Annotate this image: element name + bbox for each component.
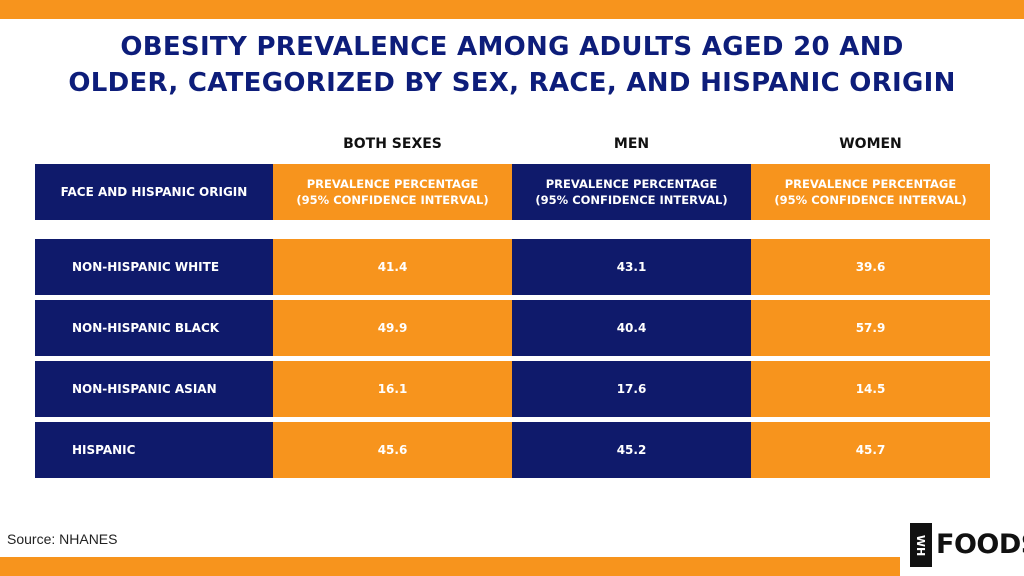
header-cell-line: (95% CONFIDENCE INTERVAL) — [774, 193, 967, 207]
whfoods-logo: WH FOODS — [910, 523, 1024, 567]
header-cell-prevalence: PREVALENCE PERCENTAGE (95% CONFIDENCE INT… — [751, 164, 990, 220]
data-cell: 57.9 — [751, 300, 990, 356]
row-label: NON-HISPANIC BLACK — [35, 300, 273, 356]
row-label: NON-HISPANIC ASIAN — [35, 361, 273, 417]
data-cell: 43.1 — [512, 239, 751, 295]
header-cell-origin: FACE AND HISPANIC ORIGIN — [35, 164, 273, 220]
title-line-1: OBESITY PREVALENCE AMONG ADULTS AGED 20 … — [120, 32, 904, 62]
row-label: NON-HISPANIC WHITE — [35, 239, 273, 295]
data-cell: 45.6 — [273, 422, 512, 478]
header-cell-prevalence: PREVALENCE PERCENTAGE (95% CONFIDENCE INT… — [512, 164, 751, 220]
title-line-2: OLDER, CATEGORIZED BY SEX, RACE, AND HIS… — [68, 68, 956, 98]
data-cell: 45.7 — [751, 422, 990, 478]
header-cell-line: PREVALENCE PERCENTAGE — [784, 177, 957, 191]
data-cell: 14.5 — [751, 361, 990, 417]
header-cell-line: (95% CONFIDENCE INTERVAL) — [296, 193, 489, 207]
column-header-women: WOMEN — [839, 136, 902, 152]
data-cell: 45.2 — [512, 422, 751, 478]
data-cell: 16.1 — [273, 361, 512, 417]
bottom-accent-bar — [0, 557, 900, 576]
header-cell-prevalence: PREVALENCE PERCENTAGE (95% CONFIDENCE INT… — [273, 164, 512, 220]
data-cell: 39.6 — [751, 239, 990, 295]
data-cell: 17.6 — [512, 361, 751, 417]
data-cell: 41.4 — [273, 239, 512, 295]
column-header-both-sexes: BOTH SEXES — [343, 136, 442, 152]
page-title: OBESITY PREVALENCE AMONG ADULTS AGED 20 … — [0, 29, 1024, 101]
row-label: HISPANIC — [35, 422, 273, 478]
header-cell-line: PREVALENCE PERCENTAGE — [306, 177, 479, 191]
logo-text: FOODS — [936, 529, 1024, 560]
column-header-men: MEN — [613, 136, 650, 152]
header-cell-line: (95% CONFIDENCE INTERVAL) — [535, 193, 728, 207]
data-cell: 49.9 — [273, 300, 512, 356]
top-accent-bar — [0, 0, 1024, 19]
source-note: Source: NHANES — [7, 531, 118, 547]
data-cell: 40.4 — [512, 300, 751, 356]
header-cell-line: PREVALENCE PERCENTAGE — [545, 177, 718, 191]
logo-mark: WH — [910, 523, 932, 567]
